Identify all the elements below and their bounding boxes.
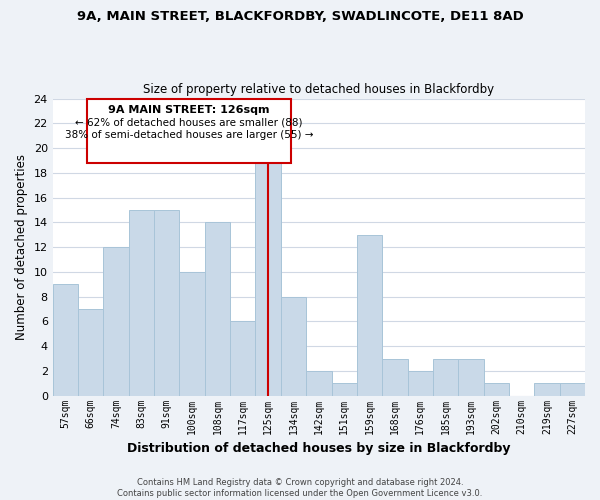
Bar — [382, 358, 407, 396]
Bar — [103, 247, 129, 396]
Bar — [256, 148, 281, 396]
Bar — [281, 296, 306, 396]
Bar — [179, 272, 205, 396]
Title: Size of property relative to detached houses in Blackfordby: Size of property relative to detached ho… — [143, 83, 494, 96]
Bar — [484, 384, 509, 396]
Bar — [357, 234, 382, 396]
Text: Contains HM Land Registry data © Crown copyright and database right 2024.: Contains HM Land Registry data © Crown c… — [137, 478, 463, 487]
Bar — [205, 222, 230, 396]
Bar — [535, 384, 560, 396]
Text: 9A MAIN STREET: 126sqm: 9A MAIN STREET: 126sqm — [108, 104, 269, 115]
Bar — [332, 384, 357, 396]
Bar — [129, 210, 154, 396]
Bar — [53, 284, 78, 396]
Bar — [560, 384, 585, 396]
Bar — [87, 98, 291, 163]
Bar — [306, 371, 332, 396]
Bar — [154, 210, 179, 396]
Bar — [458, 358, 484, 396]
Bar — [407, 371, 433, 396]
Bar — [433, 358, 458, 396]
Bar — [230, 322, 256, 396]
Text: ← 62% of detached houses are smaller (88): ← 62% of detached houses are smaller (88… — [75, 117, 302, 127]
Bar — [78, 309, 103, 396]
Text: 38% of semi-detached houses are larger (55) →: 38% of semi-detached houses are larger (… — [65, 130, 313, 140]
Text: Contains public sector information licensed under the Open Government Licence v3: Contains public sector information licen… — [118, 489, 482, 498]
X-axis label: Distribution of detached houses by size in Blackfordby: Distribution of detached houses by size … — [127, 442, 511, 455]
Text: 9A, MAIN STREET, BLACKFORDBY, SWADLINCOTE, DE11 8AD: 9A, MAIN STREET, BLACKFORDBY, SWADLINCOT… — [77, 10, 523, 23]
Y-axis label: Number of detached properties: Number of detached properties — [15, 154, 28, 340]
